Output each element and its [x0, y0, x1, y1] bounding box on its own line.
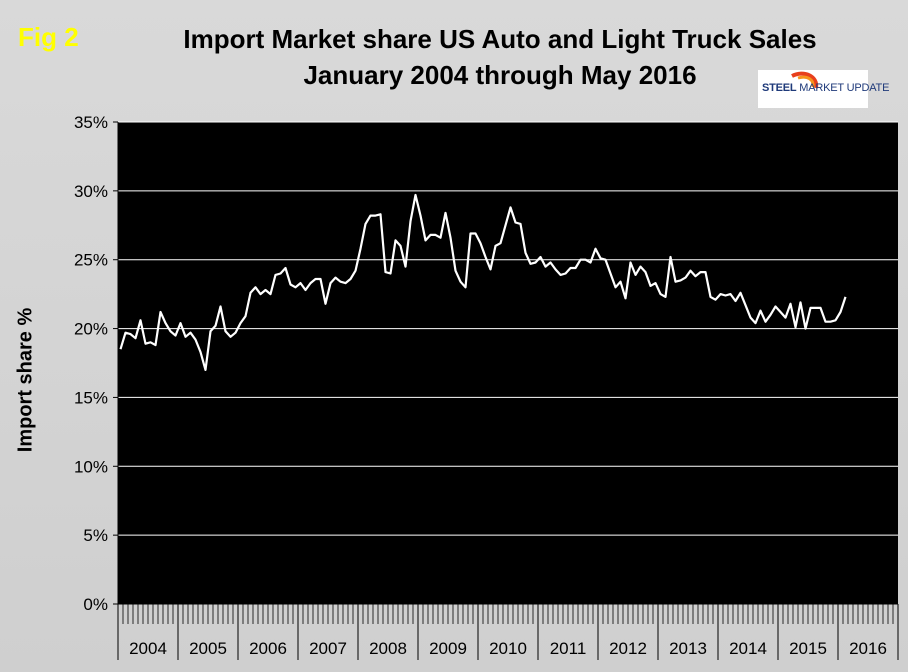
y-tick-label: 35%	[74, 113, 108, 132]
x-year-label: 2008	[369, 639, 407, 658]
x-year-label: 2007	[309, 639, 347, 658]
x-year-label: 2015	[789, 639, 827, 658]
x-year-label: 2006	[249, 639, 287, 658]
x-year-label: 2012	[609, 639, 647, 658]
x-year-label: 2005	[189, 639, 227, 658]
x-year-label: 2004	[129, 639, 167, 658]
x-year-label: 2011	[550, 639, 587, 658]
import-share-series-line	[119, 193, 847, 371]
x-year-label: 2009	[429, 639, 467, 658]
logo-text: STEEL MARKET UPDATE	[762, 82, 890, 94]
y-tick-label: 0%	[83, 595, 108, 614]
logo-swoosh-icon	[791, 71, 819, 89]
x-year-label: 2013	[669, 639, 707, 658]
y-tick-label: 10%	[74, 457, 108, 476]
plot-area	[118, 122, 898, 604]
x-year-label: 2010	[489, 639, 527, 658]
chart-title: Import Market share US Auto and Light Tr…	[183, 24, 817, 54]
chart-subtitle: January 2004 through May 2016	[303, 60, 697, 90]
y-tick-label: 20%	[74, 320, 108, 339]
y-tick-label: 25%	[74, 251, 108, 270]
figure-label: Fig 2	[18, 22, 79, 52]
steel-market-update-logo: STEEL MARKET UPDATE	[758, 70, 889, 108]
y-tick-label: 30%	[74, 182, 108, 201]
x-year-label: 2014	[729, 639, 767, 658]
y-tick-label: 5%	[83, 526, 108, 545]
x-year-label: 2016	[849, 639, 887, 658]
y-tick-label: 15%	[74, 388, 108, 407]
